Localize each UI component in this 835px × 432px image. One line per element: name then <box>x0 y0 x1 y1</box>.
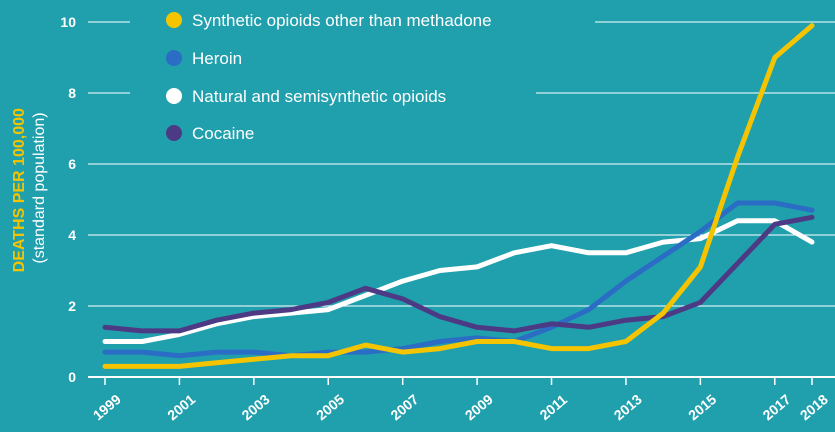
legend-label: Natural and semisynthetic opioids <box>192 87 446 106</box>
x-tick-label: 2018 <box>797 391 831 423</box>
series-line-natural-and-semisynthetic-opioids <box>102 218 815 344</box>
legend-label: Heroin <box>192 49 242 68</box>
x-tick-label: 2011 <box>537 391 571 423</box>
x-tick-label: 2009 <box>462 391 496 423</box>
legend-marker <box>166 50 182 66</box>
series-line-synthetic-opioids-other-than-methadone <box>102 23 815 369</box>
x-tick-label: 1999 <box>90 391 124 423</box>
x-tick-label: 2003 <box>239 391 273 423</box>
x-tick-label: 2001 <box>164 391 198 423</box>
x-axis-ticks: 1999 2001 2003 2005 2007 2009 2011 2013 2015 2017… <box>90 377 831 423</box>
y-tick-label: 4 <box>68 227 76 243</box>
legend-marker <box>166 88 182 104</box>
y-tick-label: 10 <box>60 14 76 30</box>
y-axis-label: DEATHS PER 100,000 (standard population) <box>11 104 48 273</box>
legend-marker <box>166 12 182 28</box>
y-tick-label: 8 <box>68 85 76 101</box>
series-line-heroin <box>102 200 815 359</box>
series-line-cocaine <box>102 214 815 334</box>
x-tick-label: 2015 <box>685 391 719 423</box>
y-tick-label: 2 <box>68 298 76 314</box>
x-tick-label: 2017 <box>759 391 793 423</box>
y-axis-label-main: DEATHS PER 100,000 <box>11 108 28 272</box>
legend-label: Synthetic opioids other than methadone <box>192 11 492 30</box>
x-tick-label: 2013 <box>611 391 645 423</box>
series-lines <box>102 23 815 369</box>
y-axis-ticks: 0 2 4 6 8 10 <box>60 14 76 385</box>
legend: Synthetic opioids other than methadone He… <box>166 11 492 143</box>
x-tick-label: 2007 <box>387 391 421 423</box>
y-tick-label: 6 <box>68 156 76 172</box>
gridlines <box>88 21 835 378</box>
x-tick-label: 2005 <box>313 391 347 423</box>
y-tick-label: 0 <box>68 369 76 385</box>
y-axis-label-sub: (standard population) <box>31 112 48 263</box>
legend-label: Cocaine <box>192 124 254 143</box>
legend-marker <box>166 125 182 141</box>
